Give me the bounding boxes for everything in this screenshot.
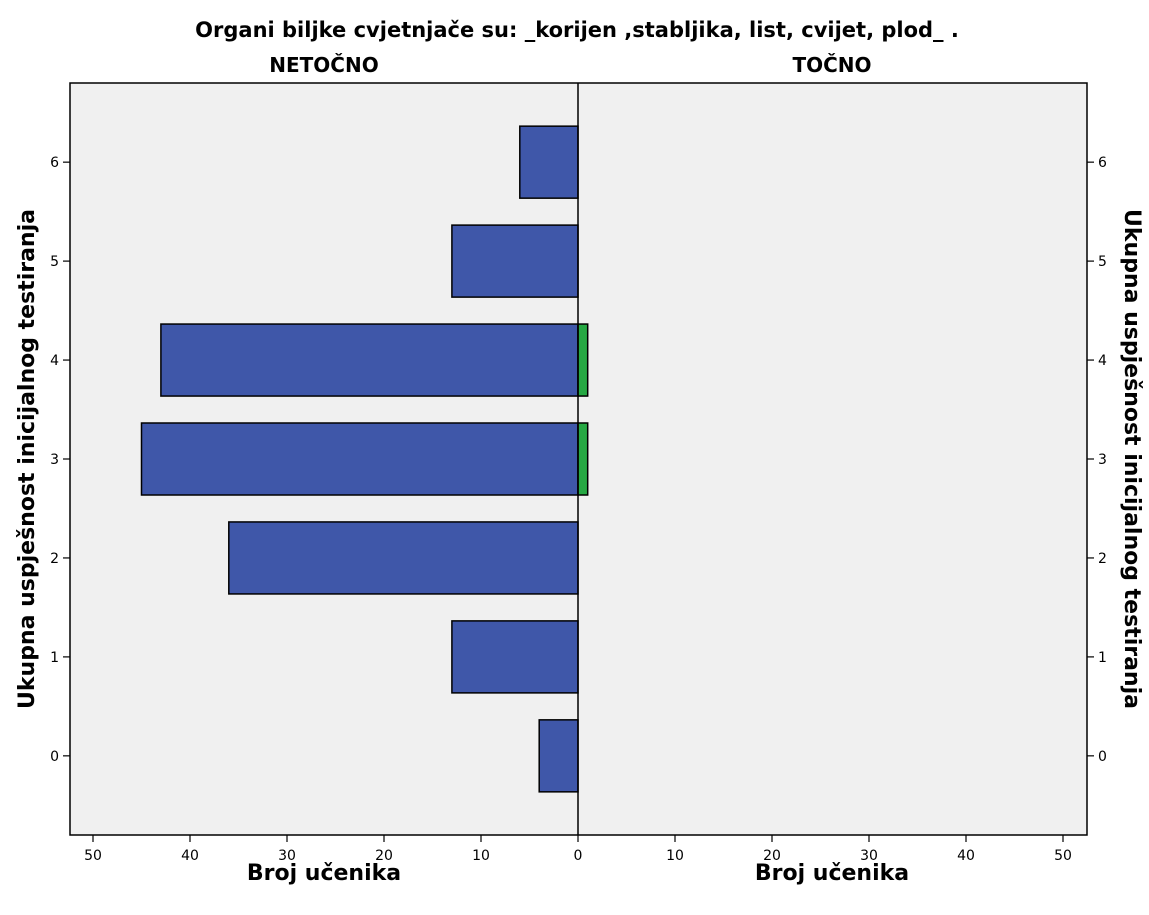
bar-netocno-1 <box>451 620 579 694</box>
chart-title: Organi biljke cvjetnjače su: _korijen ,s… <box>195 18 959 42</box>
right-y-tick-label-4: 4 <box>1098 353 1107 369</box>
left-y-tick-label-5: 5 <box>50 254 59 270</box>
left-y-tick-label-6: 6 <box>50 155 59 171</box>
x-tick-label-left-20: 20 <box>375 848 393 864</box>
x-tick-label-right-40: 40 <box>957 848 975 864</box>
y-axis-label-left: Ukupna uspješnost inicijalnog testiranja <box>15 209 40 709</box>
x-tick-label-left-30: 30 <box>278 848 296 864</box>
right-y-tick-label-2: 2 <box>1098 551 1107 567</box>
bar-tocno-4 <box>577 323 589 397</box>
bar-tocno-3 <box>577 422 589 496</box>
x-tick-label-right-30: 30 <box>860 848 878 864</box>
x-tick-label-left-50: 50 <box>84 848 102 864</box>
bar-netocno-3 <box>140 422 579 496</box>
x-tick-label-right-10: 10 <box>666 848 684 864</box>
bar-netocno-0 <box>538 719 579 793</box>
right-y-tick-label-0: 0 <box>1098 749 1107 765</box>
right-y-tick-label-6: 6 <box>1098 155 1107 171</box>
right-y-tick-label-1: 1 <box>1098 650 1107 666</box>
left-y-tick-label-4: 4 <box>50 353 59 369</box>
x-tick-label-left-10: 10 <box>472 848 490 864</box>
bar-netocno-6 <box>519 125 579 199</box>
x-ticks: 0 10 10 20 20 30 30 40 40 50 50 <box>84 835 1072 864</box>
bar-netocno-4 <box>160 323 579 397</box>
left-y-tick-label-0: 0 <box>50 749 59 765</box>
y-axis-label-right: Ukupna uspješnost inicijalnog testiranja <box>1119 209 1144 709</box>
bar-netocno-2 <box>228 521 579 595</box>
right-y-tick-label-3: 3 <box>1098 452 1107 468</box>
right-y-tick-label-5: 5 <box>1098 254 1107 270</box>
left-y-tick-label-1: 1 <box>50 650 59 666</box>
x-axis-label-right: Broj učenika <box>755 861 909 886</box>
right-y-ticks: 0 1 2 3 4 5 6 <box>1087 155 1107 765</box>
left-y-tick-label-2: 2 <box>50 551 59 567</box>
x-tick-label-left-40: 40 <box>181 848 199 864</box>
x-tick-label-right-20: 20 <box>763 848 781 864</box>
x-axis-label-left: Broj učenika <box>247 861 401 886</box>
left-y-tick-label-3: 3 <box>50 452 59 468</box>
panel-title-right: TOČNO <box>792 53 871 77</box>
bar-netocno-5 <box>451 224 579 298</box>
bars-group <box>140 125 589 793</box>
x-tick-label-right-50: 50 <box>1054 848 1072 864</box>
left-y-ticks: 0 1 2 3 4 5 6 <box>50 155 70 765</box>
panel-title-left: NETOČNO <box>269 53 378 77</box>
x-tick-label-left-0: 0 <box>574 848 583 864</box>
